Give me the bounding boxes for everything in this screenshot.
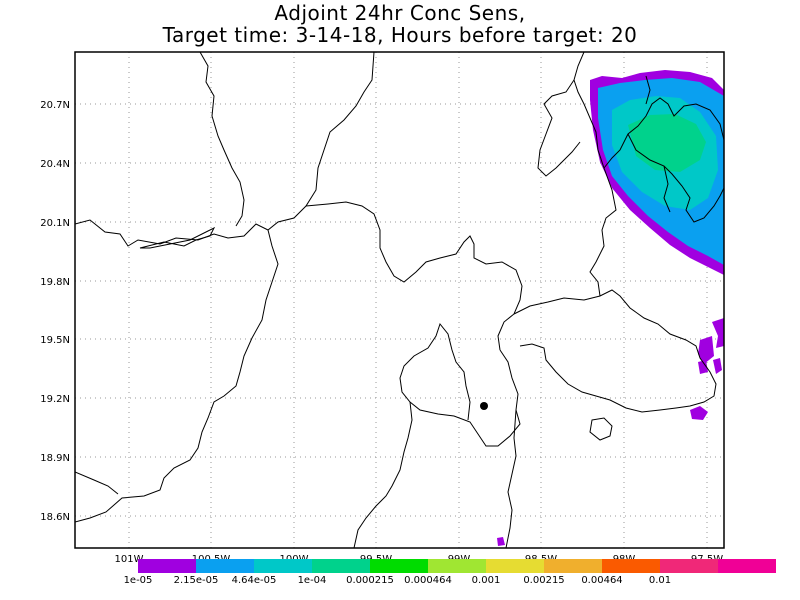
lat-label: 18.6N [40, 512, 70, 523]
colorbar-label: 2.15e-05 [174, 575, 219, 586]
boundary-line [199, 52, 245, 227]
colorbar-label: 0.001 [472, 575, 501, 586]
lat-label: 19.8N [40, 277, 70, 288]
boundary-line [399, 322, 521, 447]
colorbar-swatch [602, 559, 660, 573]
colorbar-label: 4.64e-05 [232, 575, 277, 586]
colorbar-label: 0.00464 [581, 575, 622, 586]
plume-patch-east-4 [698, 360, 708, 374]
colorbar [138, 559, 776, 573]
lat-label: 20.7N [40, 100, 70, 111]
colorbar-swatch [428, 559, 486, 573]
boundary-line [75, 229, 279, 523]
lat-label: 20.4N [40, 159, 70, 170]
chart-title-line-1: Adjoint 24hr Conc Sens, [274, 1, 526, 25]
colorbar-swatch [312, 559, 370, 573]
colorbar-label: 1e-05 [124, 575, 153, 586]
boundary-line [75, 52, 375, 247]
latitude-labels: 20.7N 20.4N 20.1N 19.8N 19.5N 19.2N 18.9… [40, 100, 70, 523]
boundary-line [603, 97, 724, 169]
receptor-marker [480, 402, 488, 410]
colorbar-labels: 1e-05 2.15e-05 4.64e-05 1e-04 0.000215 0… [124, 575, 672, 586]
boundary-line [537, 79, 581, 177]
colorbar-swatch [370, 559, 428, 573]
boundary-line [513, 289, 717, 413]
plume-patch-south [690, 406, 708, 420]
boundary-line [663, 165, 671, 213]
colorbar-swatch [254, 559, 312, 573]
colorbar-swatch [718, 559, 776, 573]
colorbar-swatch [138, 559, 196, 573]
colorbar-swatch [196, 559, 254, 573]
boundary-line [627, 133, 724, 223]
boundary-line [573, 52, 617, 297]
colorbar-swatch [544, 559, 602, 573]
plume-patch-east-1 [712, 318, 724, 348]
lat-label: 18.9N [40, 453, 70, 464]
sensitivity-plume [497, 70, 724, 546]
colorbar-swatch [486, 559, 544, 573]
state-boundaries [75, 52, 724, 548]
lat-label: 19.2N [40, 394, 70, 405]
plume-patch-bottom [497, 537, 505, 546]
boundary-line [645, 75, 651, 105]
colorbar-label: 0.00215 [523, 575, 564, 586]
boundary-line [353, 401, 413, 548]
boundary-line [505, 409, 517, 548]
lat-label: 19.5N [40, 335, 70, 346]
boundary-line [75, 471, 119, 495]
colorbar-label: 1e-04 [298, 575, 327, 586]
boundary-line [589, 417, 613, 441]
colorbar-label: 0.01 [649, 575, 671, 586]
colorbar-swatch [660, 559, 718, 573]
boundary-line [305, 201, 523, 351]
plume-level-4 [628, 114, 706, 172]
boundary-line [139, 226, 216, 249]
chart-title-line-2: Target time: 3-14-18, Hours before targe… [162, 23, 638, 47]
colorbar-label: 0.000215 [346, 575, 394, 586]
plume-patch-east-3 [713, 358, 722, 374]
colorbar-label: 0.000464 [404, 575, 452, 586]
plume-patch-east-2 [698, 336, 714, 364]
plot-frame [74, 51, 725, 549]
lon-label: 101W [115, 554, 144, 565]
lat-label: 20.1N [40, 218, 70, 229]
